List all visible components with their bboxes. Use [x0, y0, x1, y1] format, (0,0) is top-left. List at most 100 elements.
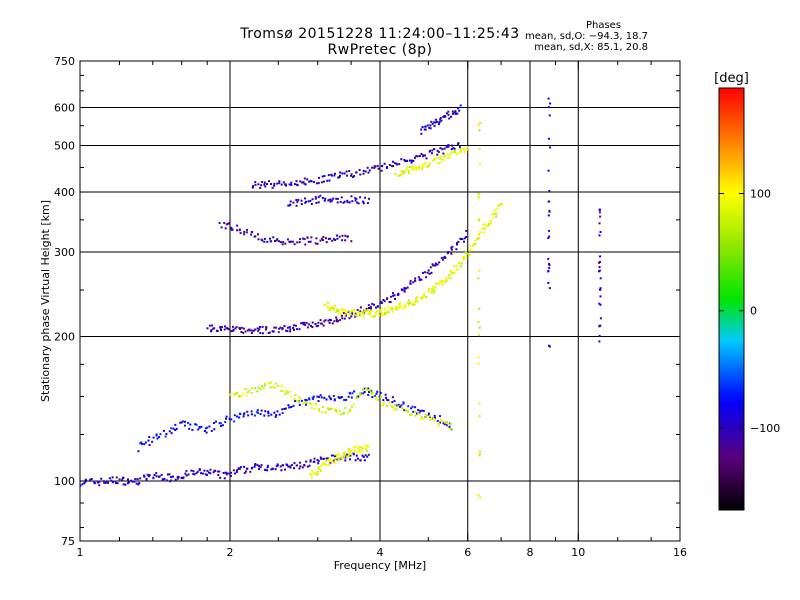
data-point — [169, 480, 171, 483]
data-point — [355, 314, 358, 317]
data-point — [408, 166, 411, 168]
data-point — [331, 322, 334, 325]
data-point — [393, 400, 396, 403]
data-point — [427, 287, 430, 290]
data-point — [548, 266, 551, 269]
data-point — [413, 410, 416, 413]
data-point — [281, 412, 284, 414]
data-point — [412, 410, 415, 413]
data-point — [344, 239, 347, 242]
data-point — [304, 197, 306, 200]
data-point — [263, 240, 266, 243]
data-point — [356, 309, 359, 311]
data-point — [412, 159, 415, 162]
data-point — [246, 410, 249, 413]
data-point — [337, 452, 340, 455]
data-point — [263, 183, 266, 186]
data-point — [434, 264, 436, 267]
data-point — [232, 469, 235, 472]
data-point — [259, 413, 262, 415]
data-point — [346, 310, 349, 312]
data-point — [290, 464, 293, 467]
data-point — [208, 425, 211, 428]
data-point — [417, 412, 420, 415]
data-point — [318, 408, 321, 411]
data-point — [273, 386, 276, 389]
data-point — [273, 411, 276, 414]
data-point — [343, 312, 345, 314]
data-point — [351, 200, 354, 203]
data-point — [404, 160, 407, 163]
data-point — [414, 279, 416, 282]
data-point — [314, 323, 317, 325]
phase-summary-heading: Phases — [585, 20, 622, 31]
data-point — [391, 401, 394, 404]
data-point — [223, 477, 226, 480]
data-point — [253, 235, 256, 238]
colorbar-tick-label: 0 — [750, 305, 757, 318]
data-point — [217, 470, 220, 473]
data-point — [442, 158, 445, 161]
data-point — [400, 404, 403, 407]
data-point — [337, 176, 340, 179]
data-point — [386, 310, 389, 313]
data-point — [368, 307, 370, 309]
data-point — [461, 238, 464, 241]
data-point — [250, 387, 253, 390]
data-point — [454, 110, 457, 113]
data-point — [310, 180, 313, 183]
data-point — [338, 312, 341, 315]
data-point — [292, 201, 295, 204]
data-point — [418, 155, 421, 157]
data-point — [393, 294, 396, 297]
data-point — [547, 214, 550, 217]
data-point — [341, 317, 344, 320]
data-point — [196, 470, 199, 473]
data-point — [265, 326, 268, 329]
data-point — [433, 291, 436, 294]
data-point — [359, 459, 362, 462]
data-point — [438, 261, 441, 264]
data-point — [286, 326, 289, 329]
data-point — [384, 393, 387, 396]
data-point — [358, 449, 361, 452]
data-point — [306, 326, 309, 329]
data-point — [359, 173, 362, 176]
data-point — [450, 246, 453, 249]
data-point — [452, 112, 454, 115]
data-point — [376, 310, 379, 313]
data-point — [351, 449, 354, 452]
data-point — [333, 461, 336, 464]
data-point — [453, 151, 456, 154]
data-point — [414, 300, 417, 303]
data-point — [351, 406, 353, 408]
data-point — [317, 201, 320, 204]
data-point — [364, 454, 367, 457]
data-point — [375, 306, 377, 309]
data-point — [449, 153, 451, 156]
data-point — [159, 433, 162, 436]
data-point — [321, 175, 324, 178]
data-point — [477, 277, 480, 280]
data-point — [266, 466, 269, 469]
data-point — [394, 404, 397, 407]
data-point — [445, 112, 448, 115]
data-point — [234, 327, 237, 330]
x-tick-label: 1 — [77, 546, 84, 559]
data-point — [297, 400, 300, 403]
data-point — [296, 200, 299, 203]
data-point — [548, 114, 551, 117]
data-point — [376, 165, 379, 167]
data-point — [224, 227, 227, 230]
data-point — [317, 196, 320, 199]
data-point — [342, 412, 345, 414]
data-point — [195, 472, 198, 475]
data-point — [148, 474, 151, 477]
data-point — [302, 237, 305, 240]
data-point — [348, 317, 351, 320]
data-point — [431, 122, 434, 125]
data-point — [356, 451, 359, 454]
y-tick-label: 400 — [54, 186, 75, 199]
data-point — [599, 255, 602, 258]
data-point — [479, 122, 482, 124]
